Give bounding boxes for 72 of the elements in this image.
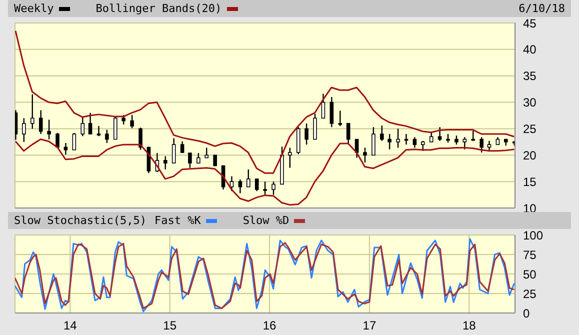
y-tick-label: 100 (523, 228, 544, 242)
candlestick (304, 122, 308, 146)
candlestick (372, 126, 376, 156)
candlestick (363, 147, 367, 164)
candlestick (230, 176, 234, 192)
candlestick (380, 124, 384, 142)
candlestick (288, 147, 292, 168)
candlestick (321, 93, 326, 119)
candlestick (246, 168, 250, 188)
candlestick (80, 116, 85, 137)
candlestick (313, 113, 317, 140)
legend-label: Bollinger Bands(20) (96, 2, 222, 15)
candlestick (138, 127, 142, 150)
candlestick (471, 130, 476, 142)
candlestick (122, 114, 126, 126)
x-tick-label: 16 (262, 318, 276, 333)
candlestick (420, 140, 425, 152)
y-tick-label: 40 (523, 42, 537, 57)
y-tick-label: 20 (523, 148, 537, 162)
text: 6/10/18 (518, 2, 565, 15)
candlestick (172, 138, 176, 164)
x-tick-label: 14 (63, 318, 78, 333)
candlestick (254, 178, 259, 192)
candlestick (204, 147, 208, 158)
x-tick-label: 17 (362, 318, 376, 333)
line-series (15, 30, 515, 174)
candlestick (88, 112, 92, 135)
legend-label: Weekly (14, 2, 54, 15)
y-tick-label: 75 (523, 248, 537, 262)
candlestick (396, 128, 400, 148)
candlestick (64, 142, 68, 156)
chart-title: Slow Stochastic(5,5) (14, 214, 146, 227)
legend-label: Fast %K (154, 214, 201, 227)
candlestick (346, 122, 350, 146)
candlestick (480, 136, 484, 154)
y-tick-label: 10 (523, 201, 537, 216)
candlestick (22, 118, 26, 143)
x-tick-label: 18 (462, 318, 476, 333)
candlestick (105, 129, 109, 144)
candlestick (38, 110, 43, 135)
candlestick (56, 132, 60, 148)
candlestick (113, 116, 118, 140)
y-tick-label: 35 (523, 69, 537, 84)
candlestick (388, 133, 392, 150)
y-tick-label: 25 (523, 286, 537, 301)
candlestick (438, 126, 442, 142)
y-tick-label: 0 (523, 306, 530, 320)
candlestick (296, 126, 300, 155)
candlestick (196, 152, 200, 164)
candlestick (429, 132, 434, 143)
candlestick (487, 140, 492, 152)
candlestick (163, 156, 168, 170)
y-tick-label: 25 (523, 122, 537, 136)
candlestick (72, 132, 76, 150)
candlestick (263, 180, 267, 196)
x-tick-label: 15 (163, 318, 177, 333)
candlestick (238, 178, 242, 194)
candlestick (96, 125, 101, 137)
y-tick-label: 15 (523, 174, 537, 189)
y-tick-label: 45 (523, 16, 537, 30)
candlestick (47, 119, 51, 140)
candlestick (30, 94, 34, 130)
y-tick-label: 50 (523, 267, 537, 282)
candlestick (130, 114, 134, 129)
candlestick (338, 110, 342, 127)
candlestick (412, 136, 417, 148)
candlestick (330, 96, 334, 128)
y-tick-label: 30 (523, 96, 537, 110)
candlestick (272, 180, 276, 196)
candlestick (462, 136, 467, 150)
candlestick (188, 152, 192, 168)
legend-label: Slow %D (242, 214, 290, 227)
